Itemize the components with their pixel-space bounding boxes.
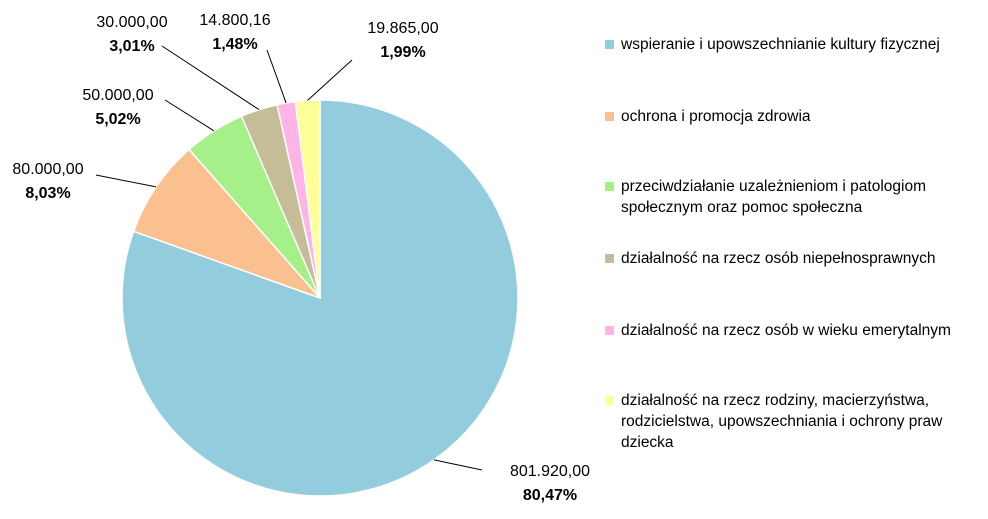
- slice-value-label: 80.000,00: [12, 161, 83, 178]
- slice-percent-label: 1,48%: [212, 36, 257, 53]
- legend-swatch: [605, 326, 614, 335]
- legend-item: działalność na rzecz rodziny, macierzyńs…: [605, 390, 985, 453]
- legend-swatch: [605, 396, 614, 405]
- slice-value-label: 50.000,00: [82, 87, 153, 104]
- leader-line: [164, 99, 215, 132]
- leader-line: [161, 45, 260, 111]
- slice-value-label: 14.800,16: [199, 12, 270, 29]
- legend-swatch: [605, 112, 614, 121]
- slice-percent-label: 8,03%: [25, 185, 70, 202]
- legend-label: przeciwdziałanie uzależnieniom i patolog…: [621, 178, 926, 216]
- leader-line: [266, 49, 287, 104]
- legend-label: działalność na rzecz rodziny, macierzyńs…: [621, 392, 943, 451]
- legend-swatch: [605, 182, 614, 191]
- pie-slice: [132, 148, 321, 299]
- slice-percent-label: 5,02%: [95, 111, 140, 128]
- slice-percent-label: 1,99%: [380, 44, 425, 61]
- legend-label: wspieranie i upowszechnianie kultury fiz…: [621, 36, 940, 53]
- legend-item: działalność na rzecz osób niepełnosprawn…: [605, 248, 985, 269]
- legend-label: działalność na rzecz osób w wieku emeryt…: [621, 322, 951, 339]
- slice-value-label: 801.920,00: [510, 463, 590, 480]
- slice-percent-label: 80,47%: [523, 487, 577, 504]
- legend-swatch: [605, 254, 614, 263]
- leader-line: [433, 459, 483, 471]
- slice-value-label: 30.000,00: [96, 14, 167, 31]
- legend-item: ochrona i promocja zdrowia: [605, 106, 985, 127]
- leader-line: [307, 59, 353, 101]
- leader-line: [95, 174, 157, 188]
- legend-label: działalność na rzecz osób niepełnosprawn…: [621, 250, 936, 267]
- legend-swatch: [605, 40, 614, 49]
- legend-item: wspieranie i upowszechnianie kultury fiz…: [605, 34, 985, 55]
- slice-value-label: 19.865,00: [367, 20, 438, 37]
- legend-item: działalność na rzecz osób w wieku emeryt…: [605, 320, 985, 341]
- slice-percent-label: 3,01%: [109, 38, 154, 55]
- legend-label: ochrona i promocja zdrowia: [621, 108, 811, 125]
- legend-item: przeciwdziałanie uzależnieniom i patolog…: [605, 176, 985, 218]
